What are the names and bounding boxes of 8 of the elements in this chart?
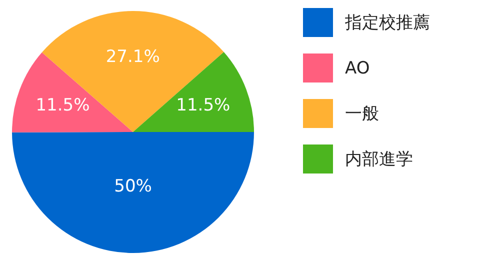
legend-label: AO xyxy=(345,58,370,78)
legend-label: 内部進学 xyxy=(345,150,413,170)
data-label: 50% xyxy=(114,176,152,196)
data-label: 27.1% xyxy=(106,46,160,67)
data-label: 11.5% xyxy=(176,96,230,116)
legend-label: 指定校推薦 xyxy=(344,13,430,33)
data-label: 11.5% xyxy=(36,96,90,116)
legend-label: 一般 xyxy=(345,104,379,124)
